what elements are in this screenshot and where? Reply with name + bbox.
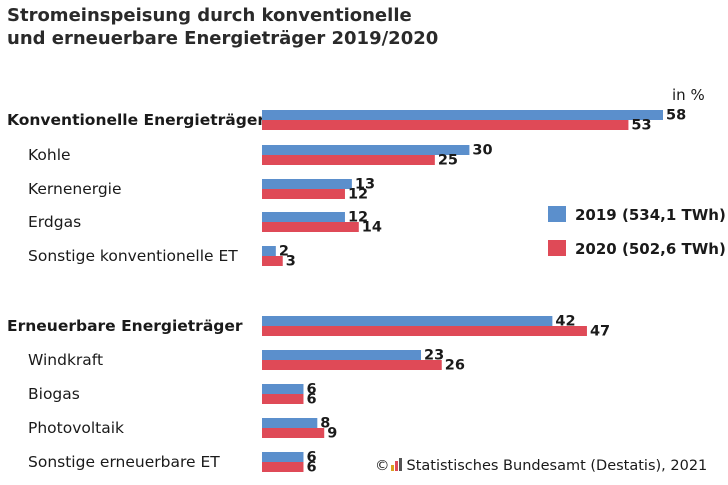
bar-2019-kohle — [262, 145, 470, 155]
category-label-erdgas: Erdgas — [28, 213, 81, 231]
value-label-2020-erdgas: 14 — [362, 220, 382, 236]
category-label-kernenergie: Kernenergie — [28, 180, 122, 198]
legend-label-2020: 2020 (502,6 TWh) — [575, 240, 726, 258]
bar-2019-biogas — [262, 384, 304, 394]
category-label-sonstige-konventionelle-et: Sonstige konventionelle ET — [28, 247, 238, 265]
legend-swatch-2019 — [548, 206, 566, 222]
value-label-2020-kohle: 25 — [438, 153, 458, 169]
bar-2019-konventionelle-energietr-ger — [262, 110, 663, 120]
bar-2020-windkraft — [262, 360, 442, 370]
bar-2020-sonstige-konventionelle-et — [262, 256, 283, 266]
bar-2020-erneuerbare-energietr-ger — [262, 326, 587, 336]
bar-2020-erdgas — [262, 222, 359, 232]
value-label-2020-konventionelle-energietr-ger: 53 — [631, 118, 651, 134]
copyright-symbol: © — [375, 458, 390, 474]
title-line-2: und erneuerbare Energieträger 2019/2020 — [7, 28, 439, 49]
value-label-2019-windkraft: 23 — [424, 348, 444, 364]
bar-2019-erneuerbare-energietr-ger — [262, 316, 553, 326]
value-label-2020-erneuerbare-energietr-ger: 47 — [590, 324, 610, 340]
source-text: Statistisches Bundesamt (Destatis), 2021 — [406, 458, 708, 474]
value-label-2019-erdgas: 12 — [348, 210, 368, 226]
value-label-2019-sonstige-konventionelle-et: 2 — [279, 244, 289, 260]
bar-2019-photovoltaik — [262, 418, 318, 428]
category-label-erneuerbare-energietr-ger: Erneuerbare Energieträger — [7, 317, 243, 335]
value-label-2019-photovoltaik: 8 — [320, 416, 330, 432]
value-label-2019-erneuerbare-energietr-ger: 42 — [555, 314, 575, 330]
chart-title: Stromeinspeisung durch konventionelle un… — [7, 4, 438, 50]
category-label-windkraft: Windkraft — [28, 351, 103, 369]
legend-item-2020: 2020 (502,6 TWh) — [548, 240, 726, 258]
value-label-2019-kohle: 30 — [472, 143, 492, 159]
legend-label-2019: 2019 (534,1 TWh) — [575, 206, 726, 224]
legend-swatch-2020 — [548, 240, 566, 256]
bar-2020-photovoltaik — [262, 428, 325, 438]
category-label-konventionelle-energietr-ger: Konventionelle Energieträger — [7, 111, 265, 129]
value-label-2020-photovoltaik: 9 — [327, 426, 337, 442]
category-label-photovoltaik: Photovoltaik — [28, 419, 124, 437]
value-label-2020-sonstige-konventionelle-et: 3 — [286, 254, 296, 270]
category-label-kohle: Kohle — [28, 146, 71, 164]
bar-2020-kernenergie — [262, 189, 345, 199]
value-label-2020-sonstige-erneuerbare-et: 6 — [306, 460, 316, 476]
destatis-logo-icon — [390, 458, 405, 471]
bar-2019-windkraft — [262, 350, 422, 360]
legend-item-2019: 2019 (534,1 TWh) — [548, 206, 726, 224]
value-label-2020-biogas: 6 — [306, 392, 316, 408]
bar-2020-kohle — [262, 155, 435, 165]
title-line-1: Stromeinspeisung durch konventionelle — [7, 5, 412, 26]
value-label-2020-windkraft: 26 — [445, 358, 465, 374]
value-label-2019-kernenergie: 13 — [355, 177, 375, 193]
bar-2020-konventionelle-energietr-ger — [262, 120, 629, 130]
unit-label: in % — [672, 86, 705, 104]
source-credit: © Statistisches Bundesamt (Destatis), 20… — [375, 458, 707, 474]
value-label-2019-konventionelle-energietr-ger: 58 — [666, 108, 686, 124]
category-label-biogas: Biogas — [28, 385, 80, 403]
value-label-2020-kernenergie: 12 — [348, 187, 368, 203]
value-label-2019-sonstige-erneuerbare-et: 6 — [306, 450, 316, 466]
bar-2019-kernenergie — [262, 179, 352, 189]
bar-2019-erdgas — [262, 212, 345, 222]
category-label-sonstige-erneuerbare-et: Sonstige erneuerbare ET — [28, 453, 220, 471]
bar-2019-sonstige-konventionelle-et — [262, 246, 276, 256]
value-label-2019-biogas: 6 — [306, 382, 316, 398]
bar-2020-sonstige-erneuerbare-et — [262, 462, 304, 472]
bar-2019-sonstige-erneuerbare-et — [262, 452, 304, 462]
bar-2020-biogas — [262, 394, 304, 404]
